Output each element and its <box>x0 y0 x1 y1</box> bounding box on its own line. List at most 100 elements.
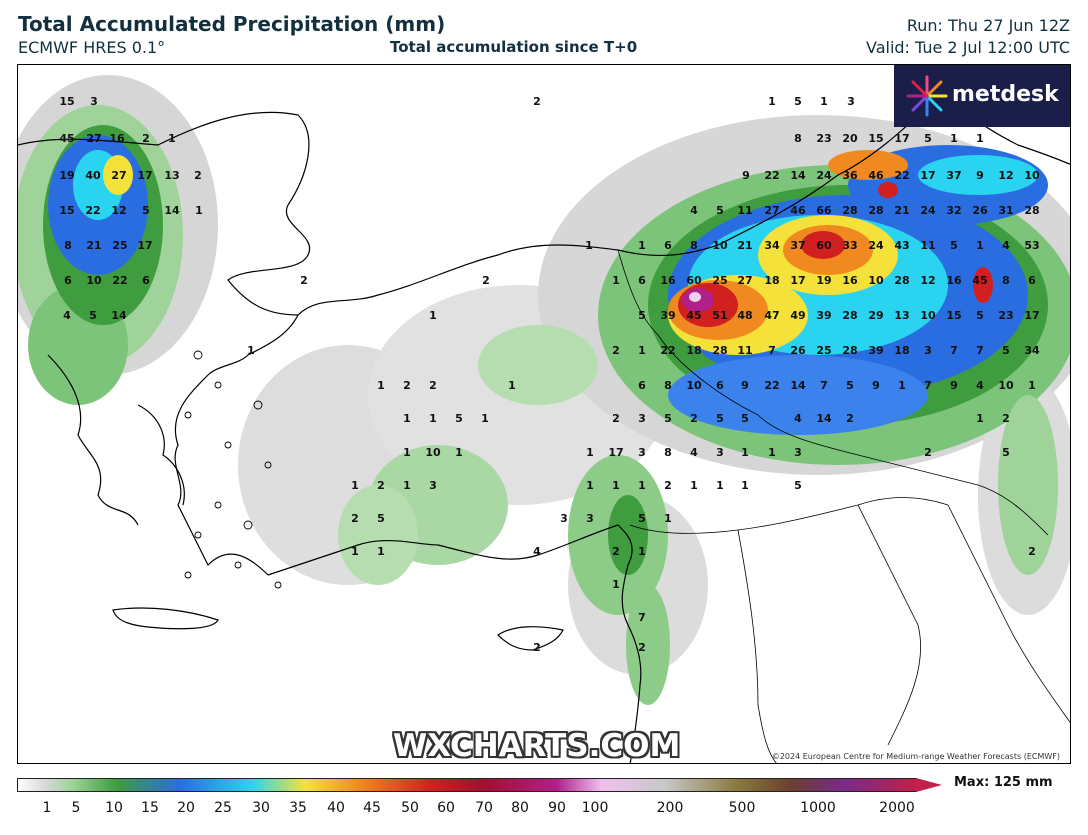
precip-value-label: 1 <box>716 479 724 492</box>
precip-value-label: 1 <box>429 412 437 425</box>
precip-value-label: 16 <box>660 274 676 287</box>
precip-value-label: 1 <box>585 239 593 252</box>
legend-tick-label: 15 <box>141 800 159 816</box>
precip-value-label: 15 <box>59 204 74 217</box>
precip-value-label: 7 <box>768 344 776 357</box>
precip-value-label: 10 <box>1024 169 1040 182</box>
precip-value-label: 6 <box>64 274 72 287</box>
precip-value-label: 7 <box>924 379 932 392</box>
precip-value-label: 1 <box>586 446 594 459</box>
precip-value-label: 1 <box>403 412 411 425</box>
legend-colorbar <box>17 778 917 792</box>
precip-value-label: 1 <box>976 412 984 425</box>
precip-value-label: 1 <box>768 95 776 108</box>
precip-value-label: 53 <box>1024 239 1039 252</box>
legend-tick-label: 90 <box>548 800 566 816</box>
legend-tick-label: 50 <box>401 800 419 816</box>
precip-value-label: 6 <box>142 274 150 287</box>
legend-tick-label: 500 <box>728 800 756 816</box>
precip-value-label: 45 <box>59 132 74 145</box>
precip-value-label: 1 <box>403 479 411 492</box>
precip-value-label: 1 <box>247 344 255 357</box>
precip-value-label: 3 <box>638 412 646 425</box>
precip-value-label: 3 <box>90 95 98 108</box>
precip-value-label: 9 <box>742 169 750 182</box>
precip-value-label: 28 <box>894 274 909 287</box>
precip-value-label: 25 <box>816 344 831 357</box>
precip-value-label: 1 <box>638 344 646 357</box>
precip-value-label: 37 <box>946 169 961 182</box>
precip-value-label: 1 <box>429 309 437 322</box>
precip-value-label: 6 <box>1028 274 1036 287</box>
precip-value-label: 9 <box>872 379 880 392</box>
precip-value-label: 18 <box>764 274 779 287</box>
precip-value-label: 39 <box>660 309 675 322</box>
precip-value-label: 34 <box>764 239 780 252</box>
precip-value-label: 3 <box>638 446 646 459</box>
precip-value-label: 5 <box>976 309 984 322</box>
precip-value-label: 10 <box>686 379 702 392</box>
precip-value-label: 34 <box>1024 344 1040 357</box>
metdesk-flower-icon <box>906 75 948 117</box>
precip-value-label: 12 <box>920 274 935 287</box>
precip-value-label: 24 <box>816 169 832 182</box>
precip-value-label: 17 <box>137 169 152 182</box>
precip-value-label: 1 <box>741 446 749 459</box>
precip-value-label: 18 <box>686 344 701 357</box>
precip-value-label: 4 <box>794 412 802 425</box>
legend-tick-label: 80 <box>511 800 529 816</box>
precip-value-label: 39 <box>816 309 831 322</box>
precip-value-label: 16 <box>842 274 858 287</box>
precip-value-label: 1 <box>638 479 646 492</box>
precip-value-label: 21 <box>86 239 101 252</box>
precip-value-label: 14 <box>816 412 832 425</box>
precip-value-label: 8 <box>1002 274 1010 287</box>
legend-tick-label: 60 <box>437 800 455 816</box>
precip-value-label: 3 <box>586 512 594 525</box>
precip-value-label: 5 <box>638 512 646 525</box>
precip-value-label: 10 <box>86 274 102 287</box>
precip-value-label: 1 <box>481 412 489 425</box>
precip-value-label: 10 <box>920 309 936 322</box>
precip-value-label: 46 <box>868 169 884 182</box>
precip-value-label: 2 <box>612 344 620 357</box>
metdesk-logo[interactable]: metdesk <box>894 65 1070 127</box>
precip-value-label: 28 <box>868 204 883 217</box>
precip-value-label: 5 <box>794 479 802 492</box>
precip-value-label: 10 <box>425 446 441 459</box>
precip-value-label: 5 <box>794 95 802 108</box>
precip-value-label: 48 <box>737 309 752 322</box>
precip-value-label: 1 <box>690 479 698 492</box>
value-labels: 15 345 27 16 2 119 40 27 17 13 215 22 12 5 14 18 21 25 176… <box>59 95 1040 654</box>
precip-value-label: 22 <box>764 169 779 182</box>
precip-value-label: 17 <box>920 169 935 182</box>
precip-value-label: 51 <box>712 309 727 322</box>
precipitation-map[interactable]: 15 3 45 27 16 2 1 19 40 27 17 13 2 15 22 12 5 14 1 8 21 25 17 6… <box>17 64 1071 764</box>
precip-value-label: 2 <box>846 412 854 425</box>
precip-value-label: 17 <box>608 446 623 459</box>
precip-value-label: 33 <box>842 239 857 252</box>
accumulation-subtitle: Total accumulation since T+0 <box>390 38 638 56</box>
precip-warm <box>103 150 993 355</box>
precip-value-label: 5 <box>1002 446 1010 459</box>
precip-value-label: 21 <box>737 239 752 252</box>
precip-value-label: 6 <box>664 239 672 252</box>
precip-value-label: 22 <box>85 204 100 217</box>
precip-value-label: 49 <box>790 309 805 322</box>
precip-value-label: 1 <box>586 479 594 492</box>
precip-value-label: 5 <box>716 204 724 217</box>
precip-value-label: 45 <box>972 274 987 287</box>
legend-tick-label: 2000 <box>879 800 915 816</box>
precip-value-label: 11 <box>737 204 752 217</box>
precip-value-label: 1 <box>612 479 620 492</box>
precip-value-label: 12 <box>111 204 126 217</box>
model-name: ECMWF HRES 0.1° <box>18 38 166 57</box>
coastlines <box>18 65 1070 763</box>
precip-value-label: 1 <box>168 132 176 145</box>
precip-value-label: 11 <box>737 344 752 357</box>
precip-value-label: 27 <box>86 132 101 145</box>
precip-value-label: 4 <box>63 309 71 322</box>
precip-value-label: 5 <box>664 412 672 425</box>
precip-value-label: 3 <box>716 446 724 459</box>
precip-value-label: 2 <box>300 274 308 287</box>
